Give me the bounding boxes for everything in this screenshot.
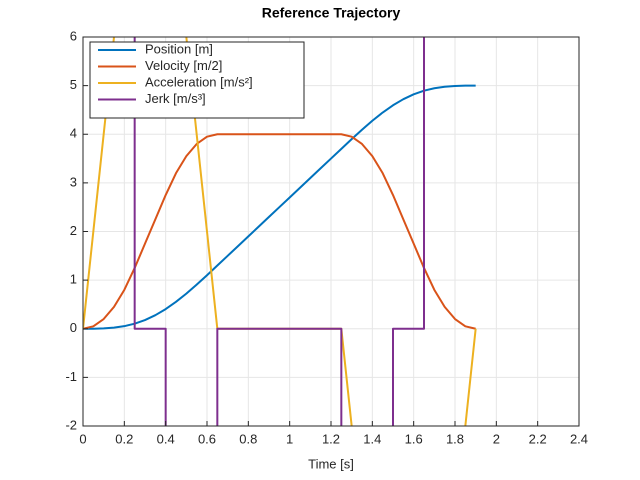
y-tick-label: 0 <box>70 320 77 335</box>
y-tick-label: -2 <box>65 417 77 432</box>
x-tick-label: 1.4 <box>363 431 381 446</box>
legend-label: Jerk [m/s³] <box>145 91 206 106</box>
chart-title: Reference Trajectory <box>262 5 401 21</box>
legend-label: Position [m] <box>145 41 213 56</box>
series-line <box>133 37 425 426</box>
y-tick-label: 1 <box>70 272 77 287</box>
y-tick-label: 2 <box>70 223 77 238</box>
y-tick-label: 5 <box>70 77 77 92</box>
x-tick-label: 2.2 <box>529 431 547 446</box>
y-tick-label: -1 <box>65 369 77 384</box>
y-tick-label: 6 <box>70 28 77 43</box>
ticks: 0 0.2 0.4 0.6 0.8 1 1.2 1.4 1.6 1.8 2 2.2 2.4 -2 -1 0 1 2… <box>65 28 588 446</box>
series-lines <box>83 37 477 426</box>
y-tick-label: 3 <box>70 174 77 189</box>
x-tick-label: 0.4 <box>157 431 175 446</box>
x-axis-label: Time [s] <box>308 456 354 471</box>
legend: Position [m] Velocity [m/2]Acceleration [… <box>89 41 305 119</box>
x-tick-label: 2.4 <box>570 431 588 446</box>
series-line <box>83 133 476 330</box>
y-tick-label: 4 <box>70 126 77 141</box>
x-tick-label: 2 <box>493 431 500 446</box>
series-line <box>83 84 476 330</box>
x-tick-label: 1.6 <box>405 431 423 446</box>
legend-box <box>89 41 305 119</box>
x-tick-label: 1 <box>286 431 293 446</box>
x-tick-label: 0 <box>79 431 86 446</box>
legend-label: Velocity [m/2] <box>145 58 222 73</box>
x-tick-label: 0.2 <box>115 431 133 446</box>
x-tick-label: 0.6 <box>198 431 216 446</box>
x-tick-label: 1.8 <box>446 431 464 446</box>
legend-label: Acceleration [m/s²] <box>145 74 253 89</box>
x-tick-label: 0.8 <box>239 431 257 446</box>
x-tick-label: 1.2 <box>322 431 340 446</box>
